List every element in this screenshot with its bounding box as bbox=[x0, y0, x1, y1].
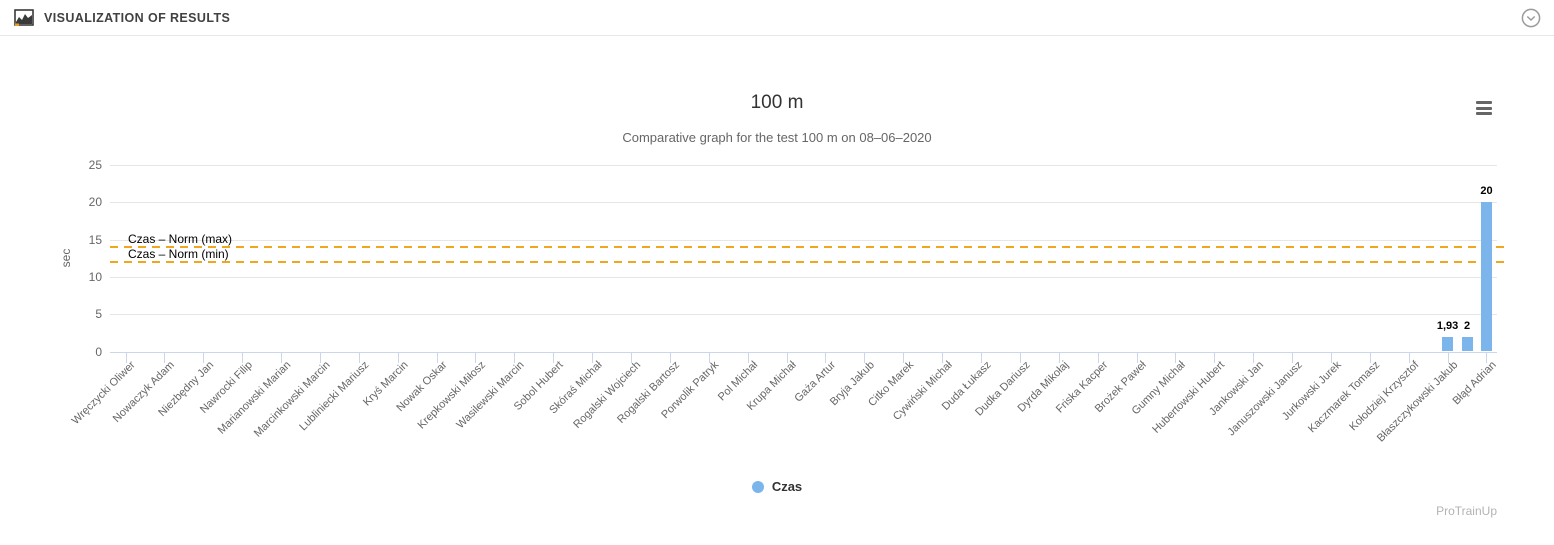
x-tick bbox=[1447, 352, 1449, 363]
bar-data-label: 2 bbox=[1463, 319, 1471, 332]
chart-subtitle: Comparative graph for the test 100 m on … bbox=[622, 130, 932, 145]
y-gridline bbox=[110, 276, 1497, 278]
panel-title: VISUALIZATION OF RESULTS bbox=[44, 10, 231, 25]
x-category-label: Kaczmarek Tomasz bbox=[1306, 359, 1383, 436]
x-tick bbox=[1486, 352, 1488, 363]
x-tick bbox=[669, 352, 671, 363]
x-category-label: Błaszczykowski Jakub bbox=[1374, 359, 1461, 445]
legend-item-czas[interactable]: Czas bbox=[0, 479, 1554, 494]
y-gridline bbox=[110, 202, 1497, 204]
hamburger-menu-icon[interactable] bbox=[1476, 100, 1494, 116]
x-category-label: Marcinkowski Marcin bbox=[251, 359, 333, 440]
x-tick bbox=[1253, 352, 1255, 363]
legend-label: Czas bbox=[771, 479, 803, 494]
x-tick bbox=[397, 352, 399, 363]
bar-data-label: 20 bbox=[1480, 185, 1493, 198]
y-tick-label: 20 bbox=[88, 195, 102, 210]
x-category-label: Krepkowski Miłosz bbox=[415, 359, 488, 432]
x-tick bbox=[786, 352, 788, 363]
x-tick bbox=[903, 352, 905, 363]
x-tick bbox=[1408, 352, 1410, 363]
x-tick bbox=[1214, 352, 1216, 363]
y-gridline bbox=[110, 239, 1497, 241]
y-tick-label: 5 bbox=[95, 307, 102, 322]
x-category-label: Wasilewski Marcin bbox=[454, 359, 527, 432]
y-tick-label: 15 bbox=[88, 232, 102, 247]
norm-line-label: Czas – Norm (min) bbox=[128, 246, 229, 261]
x-tick bbox=[1330, 352, 1332, 363]
area-chart-icon bbox=[14, 8, 34, 27]
x-tick bbox=[1369, 352, 1371, 363]
x-category-label: Hubertowski Hubert bbox=[1149, 359, 1227, 436]
x-axis-line bbox=[110, 351, 1497, 353]
bar-data-label: 1,93 bbox=[1436, 320, 1459, 333]
x-tick bbox=[553, 352, 555, 363]
x-tick bbox=[631, 352, 632, 363]
x-tick bbox=[825, 352, 827, 363]
chevron-down-icon bbox=[1526, 15, 1536, 22]
x-tick bbox=[203, 352, 205, 363]
x-tick bbox=[514, 352, 516, 363]
x-tick bbox=[747, 352, 749, 363]
x-tick bbox=[125, 352, 127, 363]
x-tick bbox=[281, 352, 283, 363]
x-tick bbox=[980, 352, 982, 363]
x-tick bbox=[1292, 352, 1294, 363]
x-tick bbox=[1136, 352, 1138, 363]
x-tick bbox=[1175, 352, 1177, 363]
x-category-label: Januszowski Janusz bbox=[1225, 359, 1305, 439]
x-category-label: Lubliniecki Mariusz bbox=[297, 359, 372, 434]
x-tick bbox=[864, 352, 866, 363]
x-category-label: Marianowski Marian bbox=[215, 359, 294, 437]
x-tick bbox=[592, 352, 594, 363]
x-tick bbox=[708, 352, 710, 363]
legend-marker-icon bbox=[751, 480, 764, 493]
norm-line bbox=[110, 260, 1510, 263]
chart-title: 100 m bbox=[750, 92, 804, 113]
norm-line-label: Czas – Norm (max) bbox=[128, 232, 233, 247]
x-category-label: Wręczycki Oliwer bbox=[70, 359, 138, 427]
y-tick-label: 10 bbox=[88, 269, 102, 284]
bar-czas[interactable] bbox=[1461, 336, 1473, 352]
x-tick bbox=[942, 352, 944, 363]
x-tick bbox=[242, 352, 244, 363]
bar-czas[interactable] bbox=[1480, 202, 1492, 352]
x-tick bbox=[358, 352, 360, 363]
x-tick bbox=[1058, 352, 1060, 363]
x-category-label: Kołodziej Krzysztof bbox=[1347, 359, 1422, 434]
x-tick bbox=[436, 352, 438, 363]
watermark: ProTrainUp bbox=[1436, 504, 1497, 518]
bar-czas[interactable] bbox=[1442, 337, 1454, 352]
x-tick bbox=[1019, 352, 1021, 363]
x-tick bbox=[319, 352, 321, 363]
panel-header: VISUALIZATION OF RESULTS bbox=[0, 0, 1554, 36]
y-axis-title: sec bbox=[59, 248, 73, 268]
x-category-label: Rogalski Wojciech bbox=[571, 359, 644, 431]
y-gridline bbox=[110, 314, 1497, 316]
x-tick bbox=[1097, 352, 1099, 363]
y-gridline bbox=[110, 165, 1497, 166]
y-tick-label: 0 bbox=[95, 344, 102, 359]
x-tick bbox=[164, 352, 166, 363]
norm-line bbox=[110, 246, 1510, 249]
x-tick bbox=[475, 352, 477, 363]
collapse-button[interactable] bbox=[1521, 8, 1541, 28]
y-tick-label: 25 bbox=[88, 158, 102, 172]
